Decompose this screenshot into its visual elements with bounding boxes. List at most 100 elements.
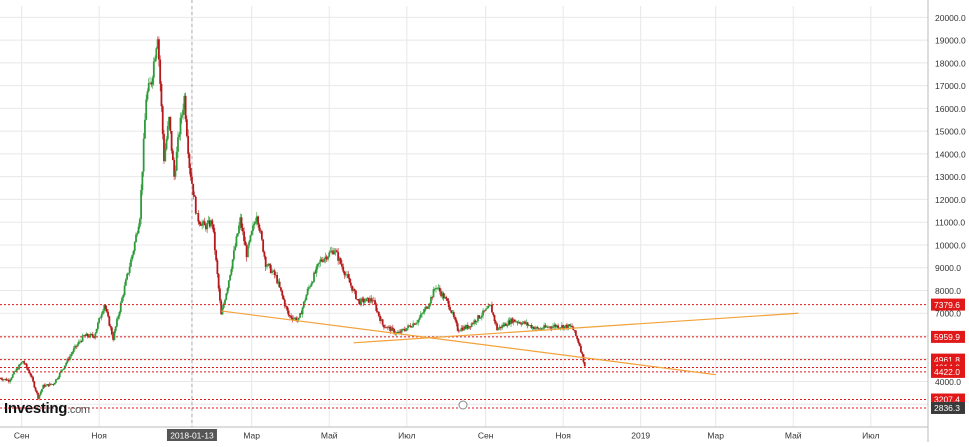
brand-name: Investing [4,400,68,417]
y-tick-label: 19000.0 [935,36,966,46]
candle [29,373,32,376]
candle [53,382,56,385]
candle [376,310,379,312]
candle [287,310,290,316]
candle [155,48,158,59]
candle [330,250,333,252]
candle [380,319,383,321]
candle [166,126,169,140]
candle [93,336,95,338]
candle [25,363,28,368]
candle [154,58,156,62]
candle [194,196,197,214]
x-tick-label: Сен [14,431,30,441]
candle [274,275,277,276]
scroll-handle[interactable] [458,400,468,410]
candle [389,326,392,332]
candle [269,264,272,274]
candle [302,301,305,308]
candle [27,367,29,371]
candle [423,308,426,313]
candle [35,390,38,393]
candle [567,324,570,329]
candle [351,285,354,291]
candle [16,368,19,370]
candle [306,288,309,295]
candle [51,384,54,385]
candle [569,325,572,327]
candle [117,316,120,319]
candle [390,327,393,332]
candle [246,245,249,258]
candle [451,312,454,313]
candle [147,83,150,92]
trend-line[interactable] [353,312,799,344]
candle [292,318,295,320]
candle [10,377,13,380]
candle [437,287,440,289]
candle [337,252,340,261]
candle [530,325,533,329]
candle [365,298,368,302]
candle [197,213,200,222]
candle [400,329,403,333]
candle [189,168,192,177]
candle [235,236,238,247]
candle [234,246,237,251]
candle [108,316,111,326]
candle [141,171,144,191]
price-label: 3207.4 [934,395,960,405]
candle [140,190,143,220]
candle [329,251,332,253]
candle [496,323,498,331]
candle [438,287,441,292]
candle [98,317,101,323]
candle [62,368,65,370]
y-tick-label: 20000.0 [935,13,966,23]
candle [276,275,279,284]
candle [557,325,559,329]
candle [280,287,282,291]
candle [499,326,502,329]
price-label-box [931,365,965,378]
candle [288,315,291,317]
candle [555,325,558,327]
candle [238,225,240,234]
candle [410,326,413,328]
y-tick-label: 13000.0 [935,172,966,182]
candle [558,327,561,329]
candle [264,256,267,267]
candle [151,77,154,85]
candle [541,328,544,330]
candle [216,260,219,275]
candle [202,221,205,224]
candle [86,333,89,337]
y-tick-label: 12000.0 [935,195,966,205]
candle [360,298,362,305]
candle [277,281,280,284]
investing-logo: Investing.com [4,400,90,417]
candle [137,226,140,234]
candle [263,251,266,257]
candle [145,99,148,120]
candle [217,274,220,289]
candle [156,39,159,49]
candle [314,272,317,274]
candle [525,322,528,324]
candle [545,326,548,328]
trend-line[interactable] [221,310,716,376]
candle [321,260,324,262]
candle [149,82,151,84]
candle [431,297,434,298]
candle [257,216,259,225]
candle [295,317,298,321]
candle [328,252,331,257]
candle [118,311,121,317]
price-label: 7379.6 [934,300,960,310]
candle [446,298,449,301]
candle [135,234,137,243]
candle [506,325,509,327]
candle [100,314,103,318]
